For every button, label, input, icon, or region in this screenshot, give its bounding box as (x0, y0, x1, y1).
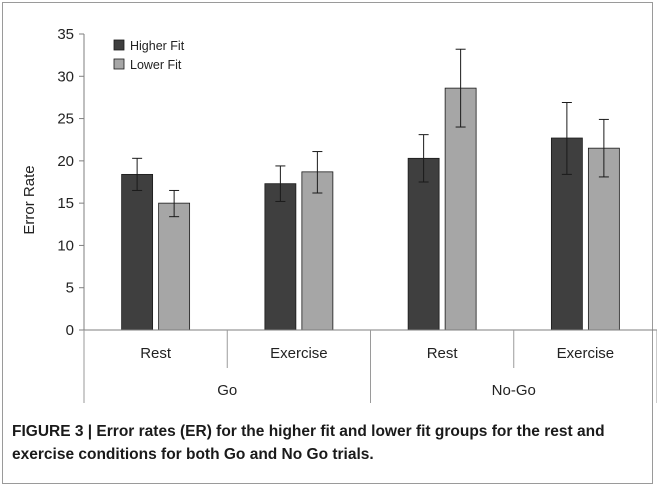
y-tick-label: 0 (66, 322, 74, 339)
error-bars (132, 48, 609, 218)
x-group-label: No-Go (492, 382, 536, 399)
y-tick-label: 20 (57, 153, 74, 170)
y-tick-label: 30 (57, 68, 74, 85)
legend-swatch (113, 39, 125, 51)
x-category-label: Exercise (270, 345, 328, 362)
x-axis: Rest Exercise Rest Exercise Go No-Go (83, 329, 657, 403)
legend-label: Lower Fit (130, 58, 182, 72)
y-tick-label: 5 (66, 280, 74, 297)
x-category-label: Rest (427, 345, 459, 362)
figure-caption: FIGURE 3 | Error rates (ER) for the high… (12, 423, 605, 463)
y-tick-label: 10 (57, 237, 74, 254)
y-tick-label: 25 (57, 111, 74, 128)
bar (407, 157, 440, 331)
bar (264, 183, 297, 331)
bar (301, 171, 334, 331)
legend: Higher Fit Lower Fit (113, 39, 185, 72)
y-axis-label: Error Rate (21, 165, 38, 234)
legend-swatch (113, 58, 125, 70)
bars (121, 87, 620, 331)
bar (121, 173, 154, 331)
y-tick-label: 35 (57, 26, 74, 43)
legend-label: Higher Fit (130, 39, 185, 53)
bar (158, 202, 191, 331)
x-category-label: Exercise (557, 345, 615, 362)
x-group-label: Go (217, 382, 237, 399)
x-category-label: Rest (140, 345, 172, 362)
y-axis: 0 5 10 15 20 25 30 35 (57, 26, 85, 339)
y-tick-label: 15 (57, 195, 74, 212)
